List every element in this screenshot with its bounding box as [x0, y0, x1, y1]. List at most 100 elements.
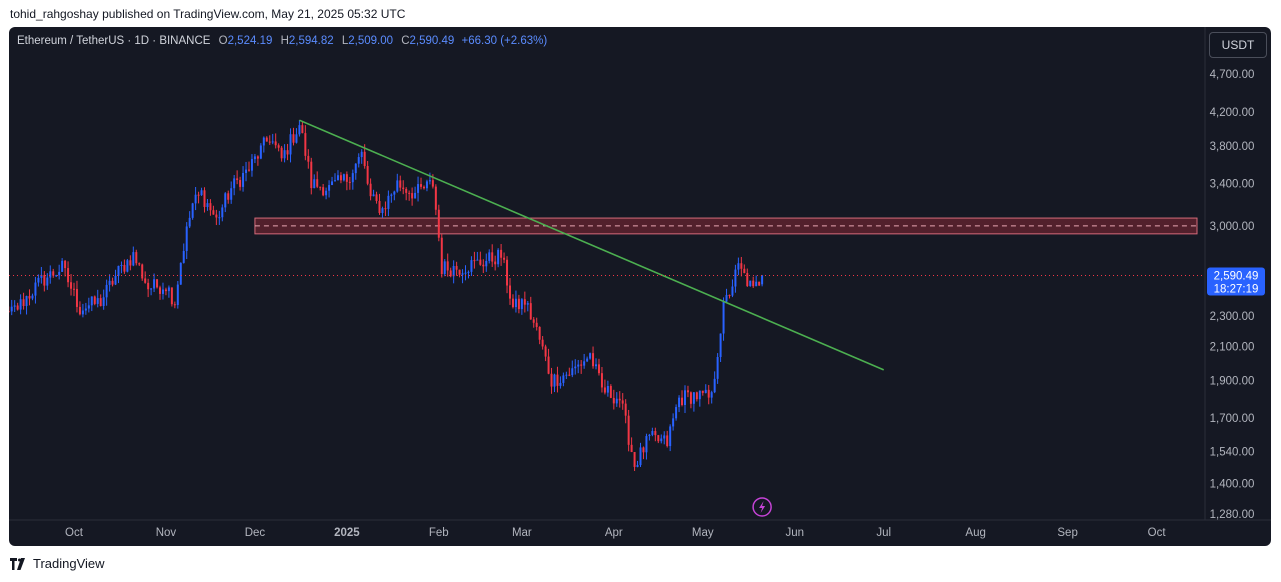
candle-body [135, 252, 138, 264]
candle-body [351, 173, 354, 183]
candle-body [319, 186, 322, 188]
candle-body [473, 260, 476, 262]
candle-body [686, 390, 689, 393]
candle-body [164, 289, 167, 292]
candle-body [28, 296, 31, 299]
candle-body [369, 183, 372, 197]
candle-body [354, 163, 357, 174]
candle-body [600, 373, 603, 388]
chart-panel[interactable]: 4,700.00 4,200.00 3,800.00 3,400.00 3,000.00… [9, 27, 1271, 546]
candle-body [663, 435, 666, 439]
candle-body [310, 161, 313, 189]
candle-body [372, 194, 375, 197]
candle-body [672, 418, 675, 427]
candle-body [440, 237, 443, 275]
candle-body [612, 397, 615, 404]
candle-body [541, 339, 544, 347]
candle-body [624, 403, 627, 416]
high-label: H [280, 35, 289, 47]
candle-body [636, 465, 639, 467]
symbol-title[interactable]: Ethereum / TetherUS · 1D · BINANCE [17, 35, 211, 47]
footer-brand[interactable]: TradingView [33, 556, 105, 571]
candle-body [150, 288, 153, 290]
candle-body [188, 217, 191, 227]
candlestick-chart[interactable]: 4,700.00 4,200.00 3,800.00 3,400.00 3,000.00… [9, 27, 1271, 546]
candle-body [675, 407, 678, 419]
currency-button[interactable]: USDT [1209, 32, 1267, 58]
candle-body [206, 203, 209, 207]
candle-body [746, 273, 749, 286]
candle-body [645, 436, 648, 453]
candle-body [173, 304, 176, 306]
candle-body [245, 169, 248, 173]
candle-body [491, 252, 494, 262]
candle-body [648, 434, 651, 437]
candle-body [387, 195, 390, 209]
candle-body [716, 357, 719, 379]
candle-body [256, 156, 259, 159]
candle-body [13, 305, 16, 307]
candle-body [506, 259, 509, 286]
candle-body [511, 298, 514, 308]
high-value: 2,594.82 [288, 35, 334, 47]
candle-body [556, 374, 559, 386]
candle-body [583, 361, 586, 366]
candle-body [589, 353, 592, 359]
candle-body [695, 392, 698, 400]
candle-body [360, 151, 363, 158]
candle-body [609, 386, 612, 398]
candle-body [381, 208, 384, 214]
candle-body [242, 172, 245, 187]
candle-body [752, 280, 755, 287]
x-tick-label: Aug [965, 527, 985, 539]
candle-body [218, 217, 221, 219]
candle-body [467, 271, 470, 273]
candle-body [737, 263, 740, 270]
candle-body [713, 378, 716, 393]
candle-body [292, 134, 295, 143]
candle-body [494, 261, 497, 265]
candle-body [740, 263, 743, 269]
x-tick-label: Jul [876, 527, 891, 539]
last-price-label: 2,590.49 [1214, 271, 1259, 283]
candle-body [384, 208, 387, 210]
candle-body [64, 260, 67, 269]
candle-body [434, 186, 437, 210]
candle-body [108, 280, 111, 285]
symbol-legend: Ethereum / TetherUS · 1D · BINANCE O2,52… [17, 35, 547, 47]
candle-body [37, 277, 40, 283]
candle-body [455, 266, 458, 270]
candle-body [277, 145, 280, 148]
candle-body [574, 366, 577, 369]
open-label: O [218, 35, 228, 47]
footer: TradingView [10, 556, 105, 571]
candle-body [654, 431, 657, 436]
close-label: C [401, 35, 410, 47]
candle-body [408, 192, 411, 194]
candle-body [529, 303, 532, 320]
y-tick-label: 1,900.00 [1210, 375, 1255, 387]
candle-body [328, 185, 331, 191]
candle-body [304, 133, 307, 156]
candle-body [553, 374, 556, 387]
candle-body [61, 260, 64, 272]
y-tick-label: 1,540.00 [1210, 446, 1255, 458]
candle-body [301, 125, 304, 134]
candle-body [87, 305, 90, 309]
candle-body [639, 447, 642, 466]
candle-body [153, 279, 156, 289]
candle-body [443, 261, 446, 275]
y-tick-label: 1,700.00 [1210, 413, 1255, 425]
candle-body [642, 447, 645, 453]
close-value: 2,590.49 [409, 35, 455, 47]
candle-body [571, 368, 574, 376]
candle-body [250, 159, 253, 171]
candle-body [550, 373, 553, 387]
candle-body [70, 282, 73, 289]
candle-body [669, 426, 672, 447]
x-tick-label: May [692, 527, 714, 539]
candle-body [209, 203, 212, 211]
candle-body [239, 180, 242, 187]
x-tick-label: 2025 [334, 527, 360, 539]
candle-body [390, 194, 393, 196]
